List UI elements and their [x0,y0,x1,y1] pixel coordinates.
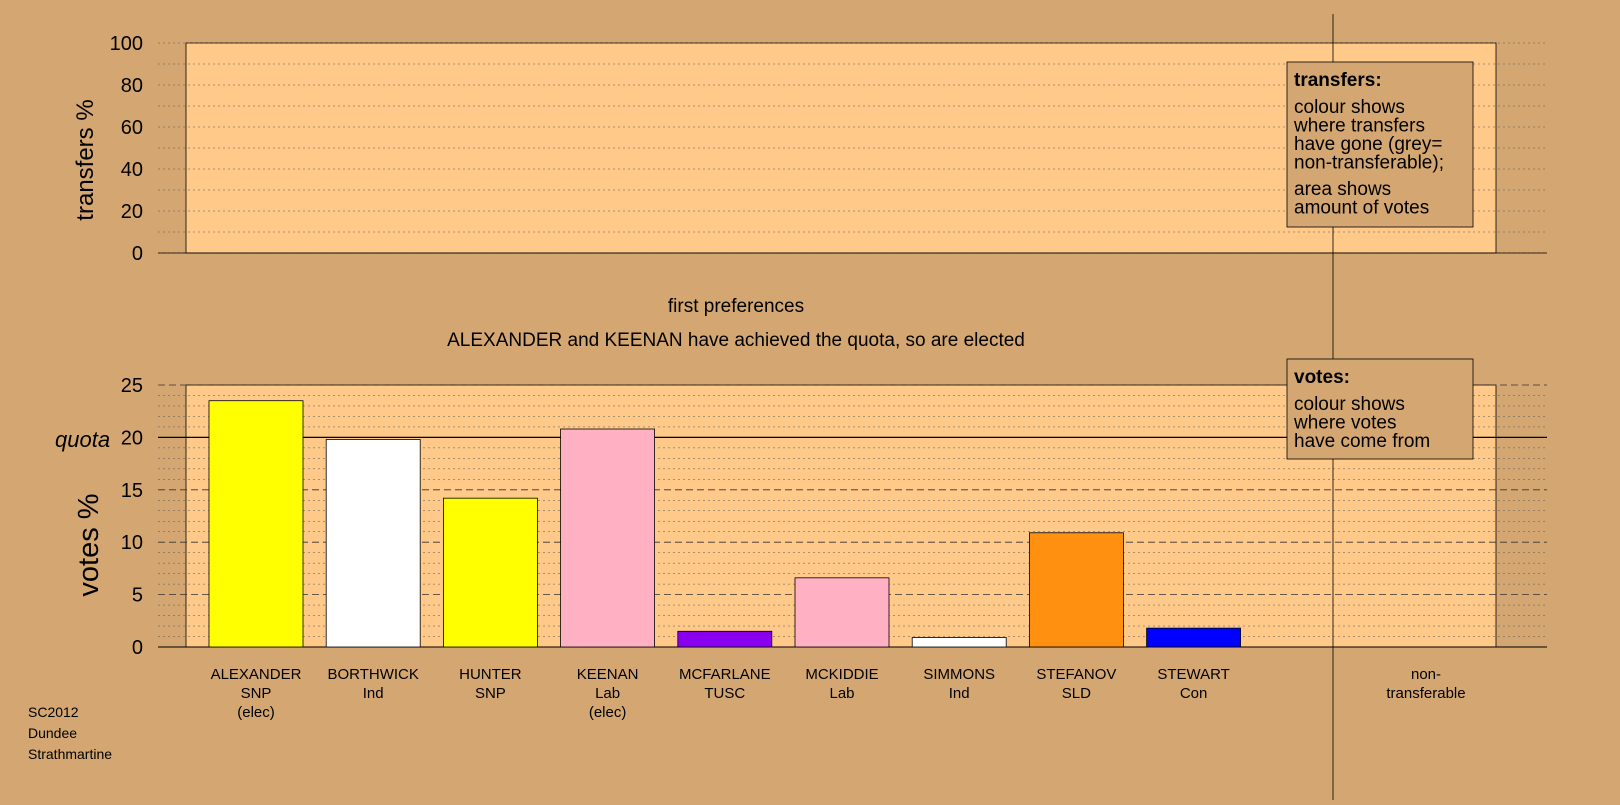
votes-ylabel: votes % [73,493,105,596]
candidate-party-label: SLD [1062,685,1091,702]
votes-legend-text: have come from [1294,431,1430,452]
bar-hunter [442,497,538,648]
candidate-party-label: Ind [363,685,384,702]
transfers-legend-text: have gone (grey= [1294,134,1442,155]
footer-ward: Strathmartine [28,746,112,762]
footer-council: Dundee [28,725,77,741]
nontransferable-label-line1: non- [1411,666,1441,683]
candidate-party-label: Con [1180,685,1208,702]
votes-legend-text: where votes [1293,413,1396,434]
candidate-party-label: TUSC [704,685,745,702]
candidate-status-label: (elec) [589,704,627,721]
transfers-legend-text: non-transferable); [1294,153,1444,174]
bar-stefanov [1029,532,1124,648]
candidate-name-label: MCKIDDIE [805,666,878,683]
candidate-name-label: STEFANOV [1036,666,1116,683]
transfers-legend-text: where transfers [1293,116,1425,137]
transfers-tick-label: 20 [121,201,143,223]
transfers-legend-text: area shows [1294,179,1391,200]
stage-subtitle: ALEXANDER and KEENAN have achieved the q… [447,330,1025,351]
transfers-legend-text: amount of votes [1294,198,1429,219]
candidate-name-label: BORTHWICK [327,666,418,683]
bar-simmons [911,637,1007,648]
candidate-name-label: MCFARLANE [679,666,771,683]
transfers-tick-label: 0 [132,243,143,265]
bar-stewart [1146,627,1241,648]
nontransferable-label-line2: transferable [1386,685,1465,702]
candidate-party-label: SNP [241,685,272,702]
candidate-status-label: (elec) [237,704,275,721]
transfers-tick-label: 60 [121,117,143,139]
candidate-party-label: Lab [595,685,620,702]
candidate-name-label: HUNTER [459,666,522,683]
votes-tick-label: 25 [121,375,143,397]
votes-tick-label: 5 [132,585,143,607]
bar-keenan [560,428,655,648]
transfers-legend-title: transfers: [1294,70,1382,91]
votes-tick-label: 10 [121,532,143,554]
candidate-name-label: STEWART [1157,666,1230,683]
bar-alexander [208,400,304,648]
votes-tick-label: 15 [121,480,143,502]
candidate-party-label: SNP [475,685,506,702]
transfers-ylabel: transfers % [72,99,99,220]
transfers-legend-text: colour shows [1294,97,1405,118]
votes-tick-label: 20 [121,427,143,449]
candidate-party-label: Ind [949,685,970,702]
stage-title: first preferences [668,296,804,317]
transfers-tick-label: 80 [121,75,143,97]
bar-borthwick [325,439,421,648]
candidate-name-label: ALEXANDER [211,666,302,683]
quota-label: quota [55,427,110,452]
candidate-name-label: SIMMONS [923,666,995,683]
transfers-tick-label: 100 [110,33,143,55]
votes-tick-label: 0 [132,637,143,659]
transfers-tick-label: 40 [121,159,143,181]
votes-legend-text: colour shows [1294,394,1405,415]
transfers-legend-box [1286,61,1474,228]
votes-legend-title: votes: [1294,367,1350,388]
candidate-party-label: Lab [829,685,854,702]
footer-election: SC2012 [28,704,79,720]
candidate-name-label: KEENAN [577,666,639,683]
bar-mckiddie [794,577,890,648]
votes-legend-box [1286,358,1474,460]
bar-mcfarlane [677,630,773,648]
